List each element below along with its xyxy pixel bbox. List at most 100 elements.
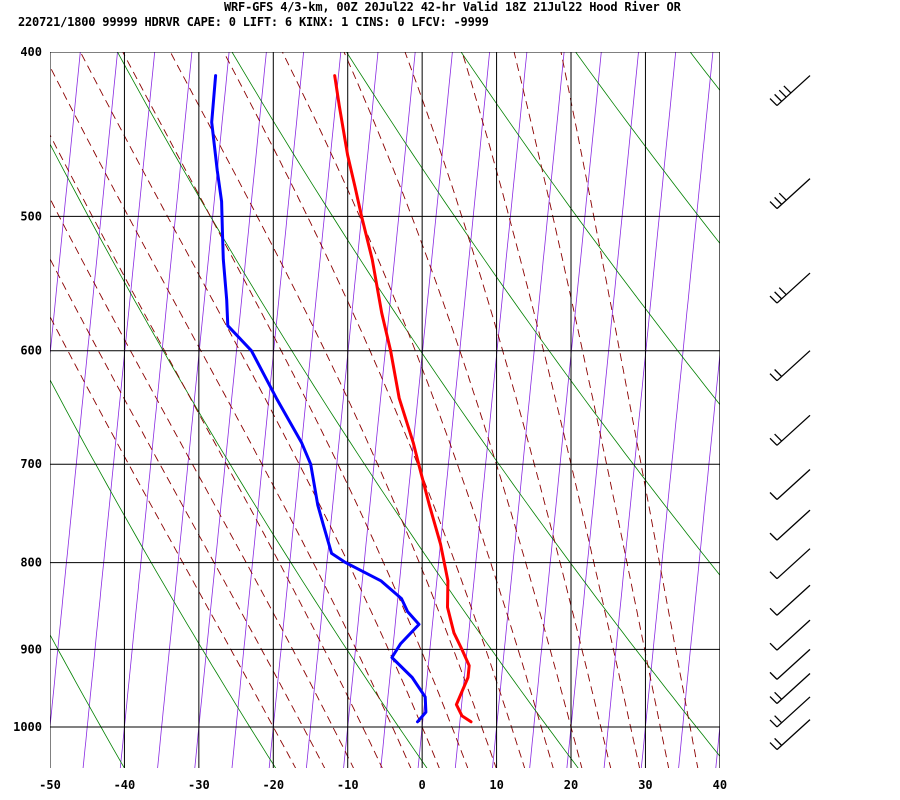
isotherm-line — [50, 52, 81, 359]
wind-barb-staff — [776, 696, 811, 728]
wind-barb-staff — [776, 509, 811, 541]
y-tick-label: 700 — [20, 457, 42, 471]
temperature-profile — [333, 74, 473, 724]
wind-barb-flag — [774, 737, 783, 746]
wind-barb — [769, 673, 811, 705]
isotherm-line — [492, 52, 565, 768]
wind-barb-flag — [774, 433, 783, 442]
isotherm-line — [50, 52, 118, 732]
isotherm-line — [454, 52, 528, 768]
wind-barb-flag — [769, 437, 778, 446]
dry-adiabat-line — [50, 379, 277, 768]
wind-barb-staff — [776, 619, 811, 651]
isotherm-line — [678, 349, 720, 768]
wind-barb-flag — [778, 287, 787, 296]
y-tick-label: 1000 — [13, 720, 42, 734]
moist-adiabat-line — [404, 52, 612, 768]
isotherm-line — [753, 52, 825, 770]
y-tick-label: 500 — [20, 209, 42, 223]
isotherm-line — [566, 52, 639, 768]
wind-barb — [769, 548, 811, 580]
isotherm-line — [0, 52, 43, 770]
wind-barb — [769, 414, 811, 446]
isotherm-line — [640, 52, 714, 768]
wind-barb-flag — [774, 369, 783, 377]
dry-adiabat-line — [50, 143, 428, 768]
isotherm-line — [268, 52, 342, 768]
wind-barb-flag — [769, 742, 778, 751]
chart-title: WRF-GFS 4/3-km, 00Z 20Jul22 42-hr Valid … — [224, 0, 681, 14]
wind-barb — [769, 584, 811, 616]
y-tick-label: 900 — [20, 642, 42, 656]
moist-adiabat-line — [50, 65, 412, 768]
dry-adiabat-line — [346, 52, 720, 576]
wind-barb — [769, 75, 811, 107]
x-tick-label: -10 — [337, 778, 359, 792]
wind-barb — [769, 469, 811, 500]
x-tick-label: -30 — [188, 778, 210, 792]
moist-adiabat-line — [50, 315, 297, 768]
wind-barb — [769, 648, 811, 680]
moist-adiabat-line — [170, 52, 497, 768]
isotherm-line — [194, 52, 267, 768]
dry-adiabat-line — [460, 52, 720, 406]
isotherm-line — [529, 52, 602, 768]
wind-barb-staff — [776, 414, 811, 446]
wind-barb-staff — [776, 178, 811, 210]
dry-adiabat-line — [231, 52, 720, 758]
x-tick-label: 10 — [489, 778, 503, 792]
wind-barb-flag — [774, 196, 783, 205]
sounding-indices: 220721/1800 99999 HDRVR CAPE: 0 LIFT: 6 … — [18, 15, 489, 29]
chart-header: WRF-GFS 4/3-km, 00Z 20Jul22 42-hr Valid … — [0, 0, 900, 32]
moist-adiabat-line — [461, 52, 641, 768]
isotherm-line — [603, 52, 677, 768]
wind-barb — [769, 272, 811, 304]
wind-barb — [769, 696, 811, 728]
moist-adiabat-line — [281, 52, 554, 768]
isotherm-line — [715, 721, 720, 768]
wind-barb-flag — [769, 642, 778, 651]
wind-barb-flag — [769, 373, 778, 382]
moist-adiabat-line — [560, 52, 699, 768]
wind-barb-flag — [769, 532, 778, 541]
wind-barb-flag — [769, 295, 778, 304]
axis-labels: -50 -40 -30 -20 -10 0 10 20 30 40 400 500 600 700 800 9… — [13, 45, 727, 792]
wind-barb-flag — [769, 492, 778, 500]
wind-barb-staff — [776, 548, 811, 580]
x-tick-label: -40 — [114, 778, 136, 792]
wind-barb-flag — [774, 93, 783, 102]
dry-adiabat-line — [117, 52, 579, 768]
wind-barb-flag — [769, 719, 778, 728]
wind-barb-flag — [778, 89, 787, 98]
wind-barb-staff — [776, 673, 811, 705]
isotherm-line — [343, 52, 416, 768]
wind-barb-flag — [769, 671, 778, 680]
x-tick-label: 30 — [638, 778, 652, 792]
wind-barb-flag — [769, 98, 778, 107]
wind-barb-staff — [776, 719, 811, 751]
dry-adiabat-line — [50, 633, 125, 768]
wind-barb-staff — [776, 350, 811, 382]
wind-barb-staff — [776, 75, 811, 107]
wind-barb-flag — [769, 607, 778, 616]
background-lines — [0, 52, 825, 770]
wind-barb-flag — [769, 696, 778, 704]
grid — [50, 52, 720, 768]
isotherm-line — [119, 52, 193, 768]
moist-adiabat-line — [50, 257, 326, 768]
wind-barb-flag — [769, 571, 778, 580]
x-tick-label: 40 — [713, 778, 727, 792]
wind-barb-staff — [776, 272, 811, 304]
y-tick-label: 800 — [20, 556, 42, 570]
isotherm-line — [0, 52, 6, 770]
moist-adiabat-line — [343, 52, 583, 768]
dewpoint-profile — [210, 74, 428, 724]
isotherm-line — [82, 52, 156, 768]
dry-adiabat-line — [575, 52, 720, 245]
x-tick-label: -20 — [262, 778, 284, 792]
wind-barb-flag — [769, 201, 778, 210]
wind-barb — [769, 509, 811, 541]
x-tick-label: 0 — [419, 778, 426, 792]
wind-barb-flag — [774, 691, 783, 700]
